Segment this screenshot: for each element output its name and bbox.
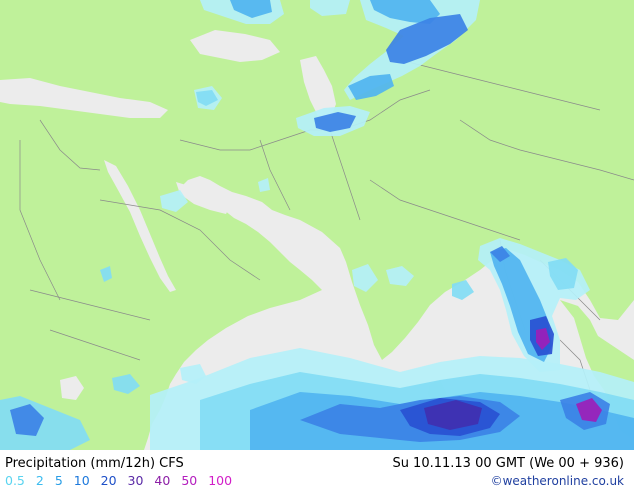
precipitation-overlay: [0, 0, 634, 450]
precip-somalia-2: [180, 364, 206, 384]
precip-somalia: [112, 374, 140, 394]
precip-north-9: [196, 90, 218, 106]
precip-africa-3: [100, 266, 112, 282]
legend-item: 2: [35, 473, 44, 488]
legend-item: 100: [208, 473, 233, 488]
precip-core-south-3: [424, 400, 482, 430]
precip-bay-cell-3: [452, 280, 474, 300]
precip-bay-cell-2: [386, 266, 414, 286]
map-timestamp: Su 10.11.13 00 GMT (We 00 + 936): [392, 456, 624, 471]
precip-bengal-cell: [490, 246, 510, 262]
legend-item: 20: [100, 473, 117, 488]
legend-item: 40: [154, 473, 171, 488]
caspian-sea: [300, 56, 336, 120]
precip-caspian-core: [314, 112, 356, 132]
persian-gulf: [176, 182, 230, 214]
legend-item: 50: [181, 473, 198, 488]
precip-north-5: [370, 0, 440, 24]
lake-victoria: [60, 376, 84, 400]
precip-africa-2: [10, 404, 44, 436]
precip-legend: 0.5 2 5 10 20 30 40 50 100: [5, 473, 239, 488]
legend-item: 0.5: [5, 473, 25, 488]
map-canvas: [0, 0, 634, 450]
precip-north-3: [310, 0, 350, 16]
precip-north-2: [230, 0, 272, 18]
precipitation-map: [0, 0, 634, 450]
mediterranean-sea: [0, 78, 168, 118]
water-layer: [0, 30, 336, 400]
precip-arabia-2: [258, 178, 270, 192]
precip-bengal-peak: [536, 328, 550, 350]
precip-bengal-east: [548, 258, 578, 290]
red-sea: [104, 160, 176, 292]
legend-item: 5: [54, 473, 63, 488]
credit-link[interactable]: ©weatheronline.co.uk: [490, 474, 624, 488]
black-sea: [190, 30, 280, 62]
precip-north-6: [386, 14, 468, 64]
precip-bay-cell: [352, 264, 378, 292]
precip-arabia-1: [160, 190, 188, 212]
map-footer: Precipitation (mm/12h) CFS Su 10.11.13 0…: [0, 450, 634, 490]
legend-item: 10: [73, 473, 90, 488]
precip-core-south-5: [576, 398, 602, 422]
legend-item: 30: [127, 473, 144, 488]
map-title: Precipitation (mm/12h) CFS: [5, 456, 184, 471]
precip-north-7: [348, 74, 394, 100]
